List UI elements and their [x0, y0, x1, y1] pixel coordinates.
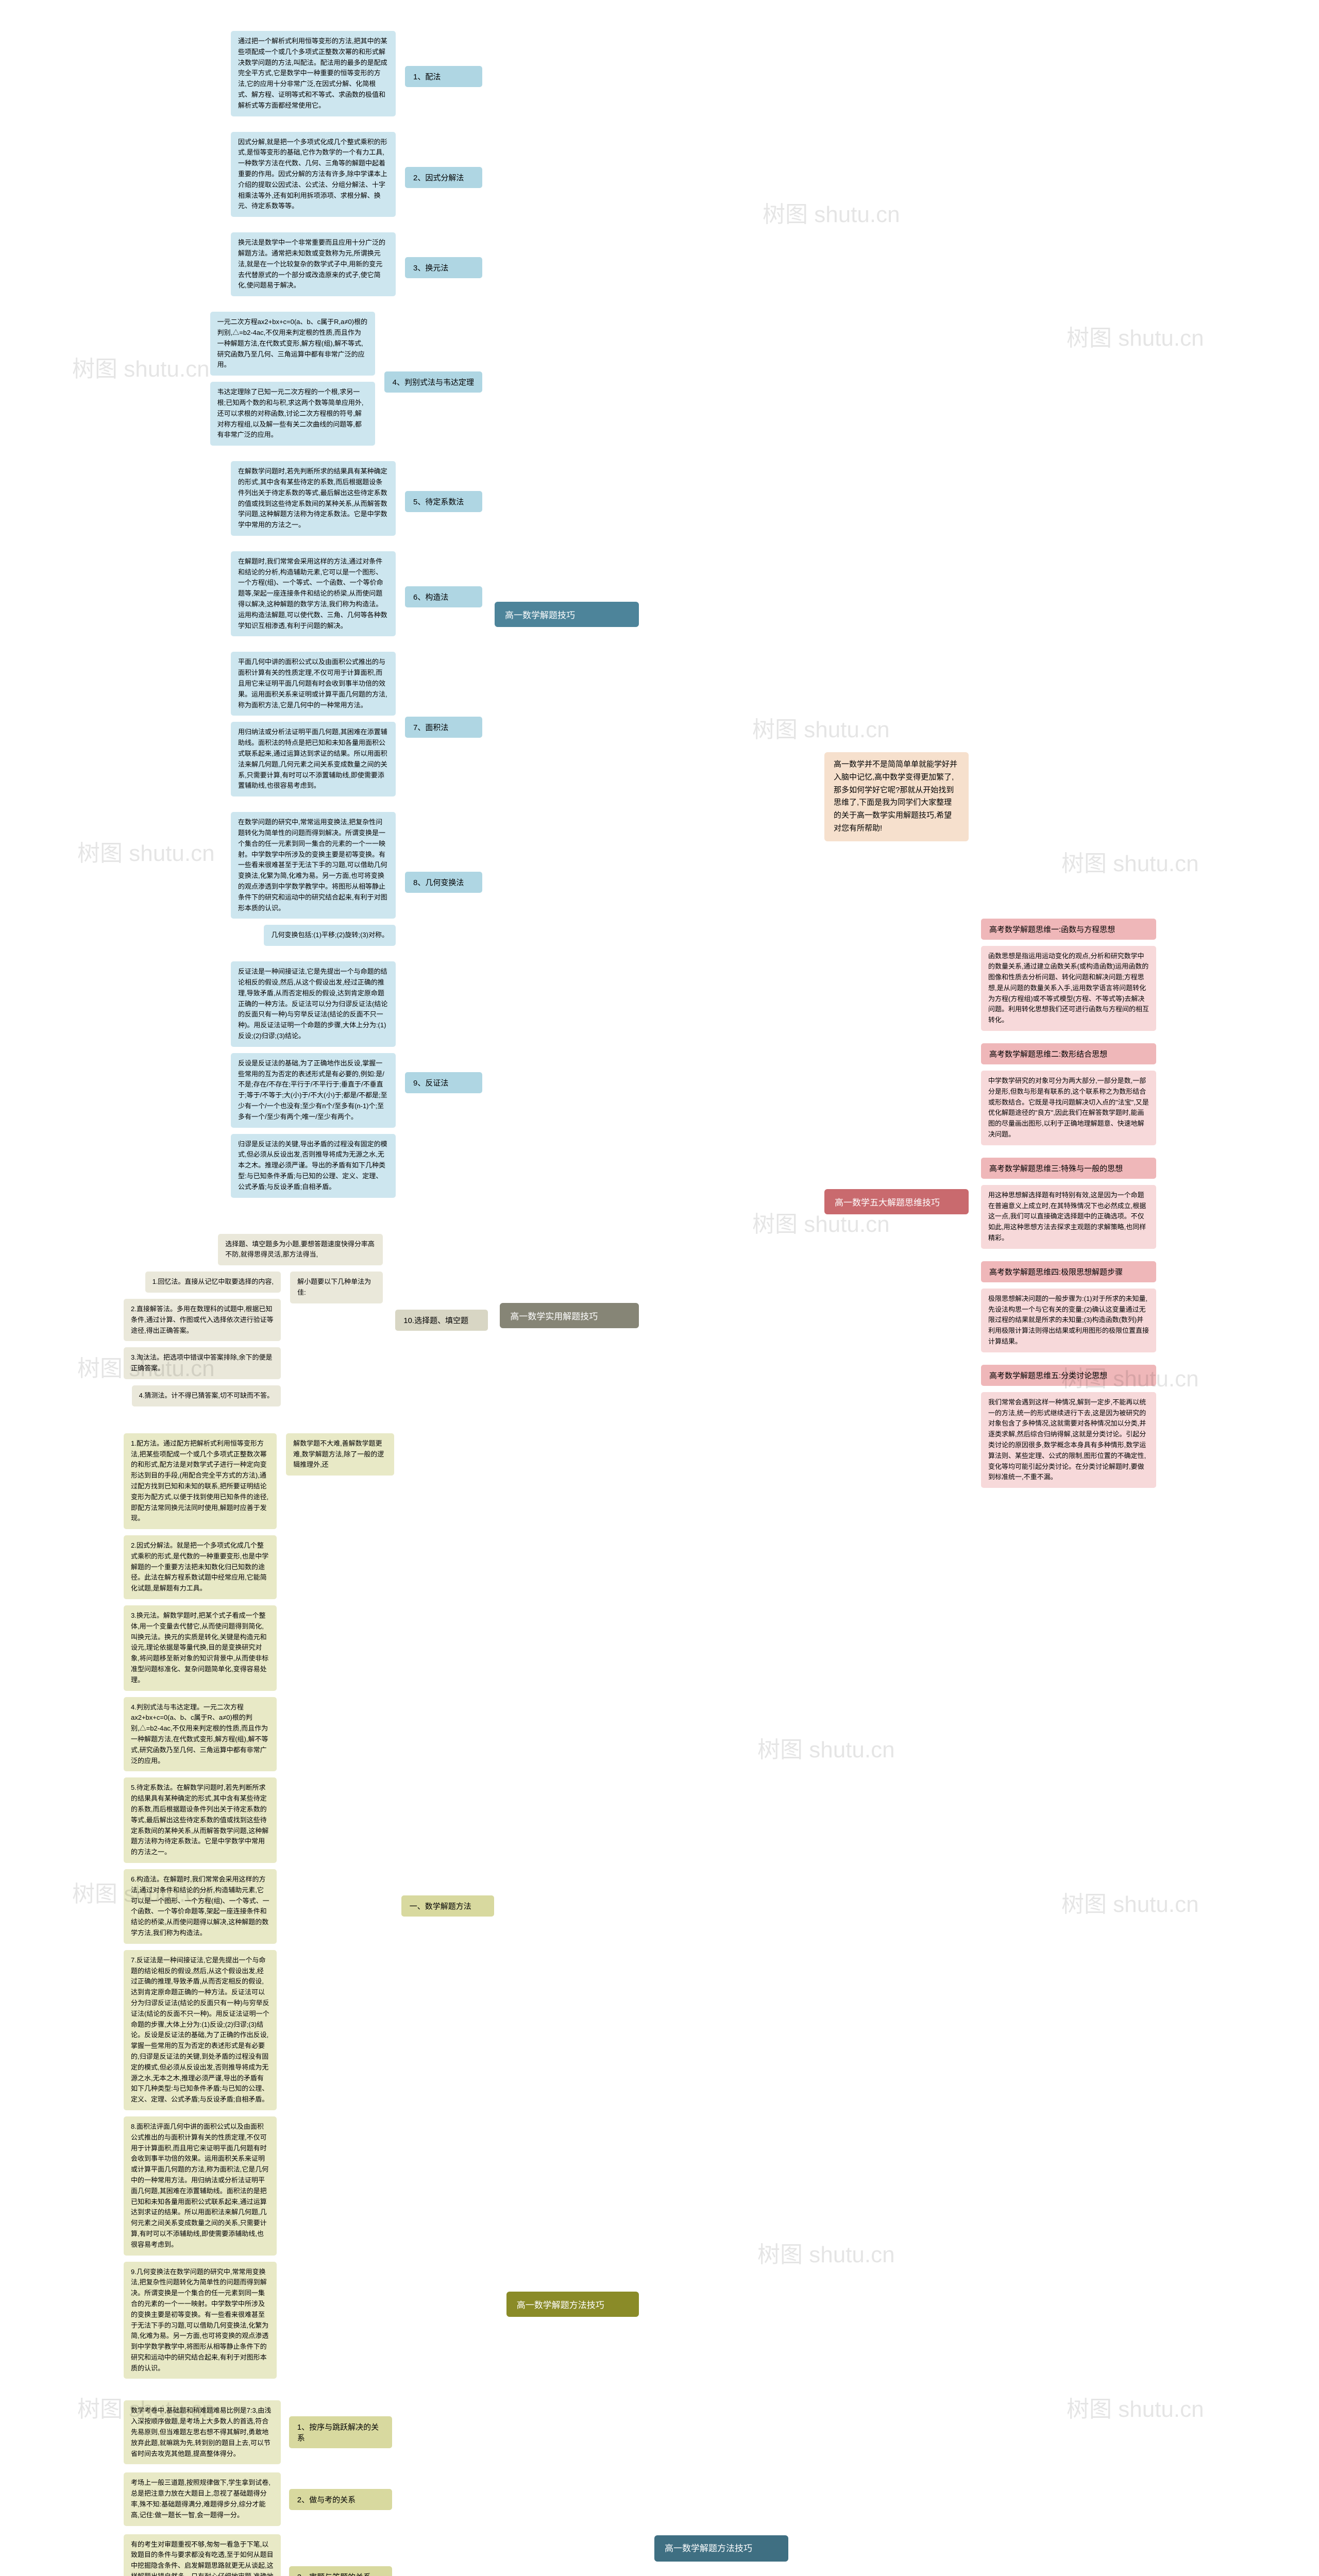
a-item: 在解题时,我们常常会采用这样的方法,通过对条件和结论的分析,构造辅助元素,它可以…: [210, 551, 482, 643]
b-method: 4.猜测法。计不得已猜答案,切不可缺而不答。: [132, 1385, 281, 1406]
e-leaf: 函数思想是指运用运动变化的观点,分析和研究数学中的数量关系,通过建立函数关系(或…: [981, 946, 1156, 1031]
a-item: 因式分解,就是把一个多项式化成几个整式乘积的形式,是恒等变形的基础,它作为数学的…: [210, 132, 482, 224]
b-intro2: 解小题要以下几种单法为佳:: [290, 1272, 383, 1303]
a-leaf: 用归纳法或分析法证明平面几何题,其困难在添置辅助线。面积法的特点是把已知和未知各…: [231, 722, 396, 796]
branch-a-title: 高一数学解题技巧: [495, 602, 639, 627]
a-sub-label: 1、配法: [405, 66, 482, 87]
a-leaf: 一元二次方程ax2+bx+c=0(a、b、c属于R,a≠0)根的判别,△=b2-…: [210, 312, 375, 376]
e-leaf: 用这种思想解选择题有时特别有效,这是因为一个命题在普遍意义上成立时,在其特殊情况…: [981, 1185, 1156, 1249]
right-column: 高一数学并不是简简单单就能学好并入脑中记忆,高中数学变得更加繁了,那多如何学好它…: [824, 31, 1195, 2576]
e-leaf: 我们常常会遇到这样一种情况,解到一定步,不能再以统一的方法,统一的形式继续进行下…: [981, 1392, 1156, 1488]
e-sub-label: 高考数学解题思维二:数形结合思想: [981, 1043, 1156, 1064]
branch-d: [824, 877, 1195, 898]
c2-leaf: 考场上一般三道题,按照规律做下,学生拿到试卷,总是把注意力放在大题目上,忽视了基…: [124, 2472, 281, 2526]
section-a: 通过把一个解析式利用恒等变形的方法,把其中的某些项配成一个或几个多项式正整数次幂…: [124, 31, 639, 1213]
left-column: 通过把一个解析式利用恒等变形的方法,把其中的某些项配成一个或几个多项式正整数次幂…: [124, 31, 639, 2576]
b-intro: 选择题、填空题多为小题,要想答题速度快得分率高不防,就得思得灵活,那方法得当,: [218, 1234, 383, 1266]
a-leaf: 几何变换包括:(1)平移;(2)旋转;(3)对称。: [264, 925, 396, 946]
a-item: 在解数学问题时,若先判断所求的结果具有某种确定的形式,其中含有某些待定的系数,而…: [210, 461, 482, 542]
e-sub-label: 高考数学解题思维一:函数与方程思想: [981, 919, 1156, 940]
a-sub-label: 8、几何变换法: [405, 872, 482, 893]
a-leaf: 在解数学问题时,若先判断所求的结果具有某种确定的形式,其中含有某些待定的系数,而…: [231, 461, 396, 536]
a-leaf: 在数学问题的研究中,常常运用变换法,把复杂性问题转化为简单性的问题而得到解决。所…: [231, 812, 396, 919]
c2-sub-label: 1、按序与跳跃解决的关系: [289, 2416, 392, 2448]
c1-leaf: 2.因式分解法。就是把一个多项式化成几个整式乘积的形式,是代数的一种重要变形,也…: [124, 1535, 277, 1599]
e-sub-label: 高考数学解题思维三:特殊与一般的思想: [981, 1158, 1156, 1179]
a-sub-label: 6、构造法: [405, 586, 482, 607]
branch-b-title: 高一数学实用解题技巧: [500, 1303, 639, 1328]
a-sub-label: 7、面积法: [405, 717, 482, 738]
intro-branch: 高一数学并不是简简单单就能学好并入脑中记忆,高中数学变得更加繁了,那多如何学好它…: [824, 752, 1195, 857]
center-column: 高一数学解题方法技巧: [639, 31, 824, 2576]
a-sub-label: 4、判别式法与韦达定理: [384, 371, 482, 393]
a-item: 在数学问题的研究中,常常运用变换法,把复杂性问题转化为简单性的问题而得到解决。所…: [210, 812, 482, 952]
a-leaf: 通过把一个解析式利用恒等变形的方法,把其中的某些项配成一个或几个多项式正整数次幂…: [231, 31, 396, 116]
c2-leaf: 有的考生对审题重视不够,匆匆一看急于下笔,以致题目的条件与要求都没有吃透,至于如…: [124, 2534, 281, 2576]
c2-leaf: 数学考卷中,基础题和稍难题难易比例是7:3,由浅入深按顺序做题,是考场上大多数人…: [124, 2400, 281, 2464]
a-leaf: 因式分解,就是把一个多项式化成几个整式乘积的形式,是恒等变形的基础,它作为数学的…: [231, 132, 396, 217]
a-sub-label: 2、因式分解法: [405, 167, 482, 188]
c-sub1-label: 一、数学解题方法: [401, 1895, 494, 1917]
a-leaf: 在解题时,我们常常会采用这样的方法,通过对条件和结论的分析,构造辅助元素,它可以…: [231, 551, 396, 637]
a-item: 反证法是一种间接证法,它是先提出一个与命题的结论相反的假设,然后,从这个假设出发…: [210, 961, 482, 1204]
e-leaf: 中学数学研究的对象可分为两大部分,一部分是数,一部分是形,但数与形是有联系的,这…: [981, 1071, 1156, 1145]
a-leaf: 归谬是反证法的关键,导出矛盾的过程没有固定的模式,但必须从反设出发,否则推导将成…: [231, 1134, 396, 1198]
c1-leaf: 7.反证法是一种间接证法,它是先提出一个与命题的结论相反的假设,然后,从这个假设…: [124, 1950, 277, 2110]
b-method: 2.直接解答法。多用在数理科的试题中,根据已知条件,通过计算、作图或代入选择依次…: [124, 1299, 281, 1341]
root-node: 高一数学解题方法技巧: [654, 2535, 788, 2562]
a-sub-label: 5、待定系数法: [405, 491, 482, 512]
branch-b-sub: 10.选择题、填空题: [395, 1310, 488, 1331]
a-leaf: 韦达定理除了已知一元二次方程的一个根,求另一根;已知两个数的和与积,求这两个数等…: [210, 382, 375, 446]
e-leaf: 极限思想解决问题的一般步骤为:(1)对于所求的未知量,先设法构思一个与它有关的变…: [981, 1289, 1156, 1352]
c1-leaf: 8.面积法评面几何中讲的面积公式以及由面积公式推出的与面积计算有关的性质定理,不…: [124, 2116, 277, 2256]
a-leaf: 平面几何中讲的面积公式以及由面积公式推出的与面积计算有关的性质定理,不仅可用于计…: [231, 652, 396, 716]
c1-leaf: 5.待定系数法。在解数学问题时,若先判断所求的结果具有某种确定的形式,其中含有某…: [124, 1777, 277, 1863]
a-item: 通过把一个解析式利用恒等变形的方法,把其中的某些项配成一个或几个多项式正整数次幂…: [210, 31, 482, 123]
c1-intro: 解数学题不大难,善解数学题更难,数学解题方法,除了一般的逻辑推理外,还: [286, 1433, 394, 1476]
branch-e: 高一数学五大解题思维技巧 高考数学解题思维一:函数与方程思想函数思想是指运用运动…: [824, 919, 1195, 1501]
a-leaf: 反证法是一种间接证法,它是先提出一个与命题的结论相反的假设,然后,从这个假设出发…: [231, 961, 396, 1047]
c1-leaf: 6.构造法。在解题时,我们常常会采用这样的方法,通过对条件和结论的分析,构造辅助…: [124, 1869, 277, 1944]
section-c: 1.配方法。通过配方把解析式利用恒等变形方法,把某些项配成一个或几个多项式正整数…: [124, 1433, 639, 2576]
b-method: 3.淘汰法。把选项中错误中答案排除,余下的便是正确答案。: [124, 1347, 281, 1379]
a-item: 平面几何中讲的面积公式以及由面积公式推出的与面积计算有关的性质定理,不仅可用于计…: [210, 652, 482, 803]
branch-c-title: 高一数学解题方法技巧: [506, 2292, 639, 2317]
section-b: 选择题、填空题多为小题,要想答题速度快得分率高不防,就得思得灵活,那方法得当, …: [124, 1234, 639, 1413]
branch-e-title: 高一数学五大解题思维技巧: [824, 1189, 969, 1214]
e-sub-label: 高考数学解题思维四:极限思想解题步骤: [981, 1261, 1156, 1282]
c2-sub-label: 3、审题与答题的关系: [289, 2566, 392, 2576]
c2-sub-label: 2、做与考的关系: [289, 2489, 392, 2510]
a-item: 换元法是数学中一个非常重要而且应用十分广泛的解题方法。通常把未知数或变数称为元,…: [210, 232, 482, 302]
intro-node: 高一数学并不是简简单单就能学好并入脑中记忆,高中数学变得更加繁了,那多如何学好它…: [824, 752, 969, 841]
a-leaf: 反设是反证法的基础,为了正确地作出反设,掌握一些常用的互为否定的表述形式是有必要…: [231, 1053, 396, 1128]
a-item: 一元二次方程ax2+bx+c=0(a、b、c属于R,a≠0)根的判别,△=b2-…: [210, 312, 482, 452]
a-sub-label: 9、反证法: [405, 1072, 482, 1093]
a-leaf: 换元法是数学中一个非常重要而且应用十分广泛的解题方法。通常把未知数或变数称为元,…: [231, 232, 396, 296]
mindmap-root: 通过把一个解析式利用恒等变形的方法,把其中的某些项配成一个或几个多项式正整数次幂…: [0, 0, 1319, 2576]
b-method: 1.回忆法。直接从记忆中取要选择的内容,: [145, 1272, 281, 1293]
c1-leaf: 4.判别式法与韦达定理。一元二次方程ax2+bx+c=0(a、b、c属于R、a≠…: [124, 1697, 277, 1772]
c1-leaf: 9.几何变换法在数学问题的研究中,常常用变换法,把复杂性问题转化为简单性的问题而…: [124, 2262, 277, 2379]
c1-leaf: 3.换元法。解数学题时,把某个式子看成一个整体,用一个变量去代替它,从而使问题得…: [124, 1605, 277, 1691]
e-sub-label: 高考数学解题思维五:分类讨论思想: [981, 1365, 1156, 1386]
c1-leaf: 1.配方法。通过配方把解析式利用恒等变形方法,把某些项配成一个或几个多项式正整数…: [124, 1433, 277, 1529]
a-sub-label: 3、换元法: [405, 257, 482, 278]
